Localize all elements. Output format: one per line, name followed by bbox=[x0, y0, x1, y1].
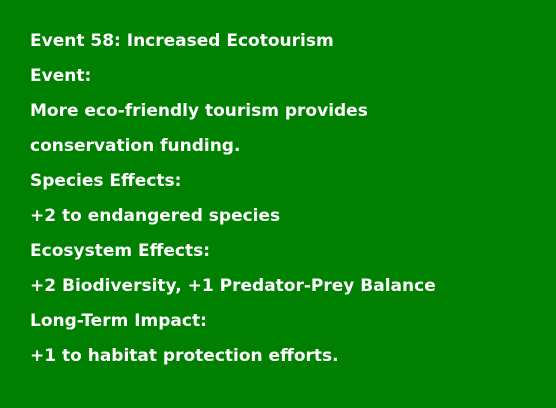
event-description-line-1: More eco-friendly tourism provides bbox=[30, 101, 368, 121]
event-description-line-2: conservation funding. bbox=[30, 136, 241, 156]
long-term-impact-heading: Long-Term Impact: bbox=[30, 311, 207, 331]
species-effects-heading: Species Effects: bbox=[30, 171, 182, 191]
event-heading: Event: bbox=[30, 66, 92, 86]
species-effects-value: +2 to endangered species bbox=[30, 206, 281, 226]
ecosystem-effects-value: +2 Biodiversity, +1 Predator-Prey Balanc… bbox=[30, 276, 436, 296]
ecosystem-effects-heading: Ecosystem Effects: bbox=[30, 241, 211, 261]
event-title: Event 58: Increased Ecotourism bbox=[30, 31, 334, 51]
long-term-impact-value: +1 to habitat protection efforts. bbox=[30, 346, 339, 366]
